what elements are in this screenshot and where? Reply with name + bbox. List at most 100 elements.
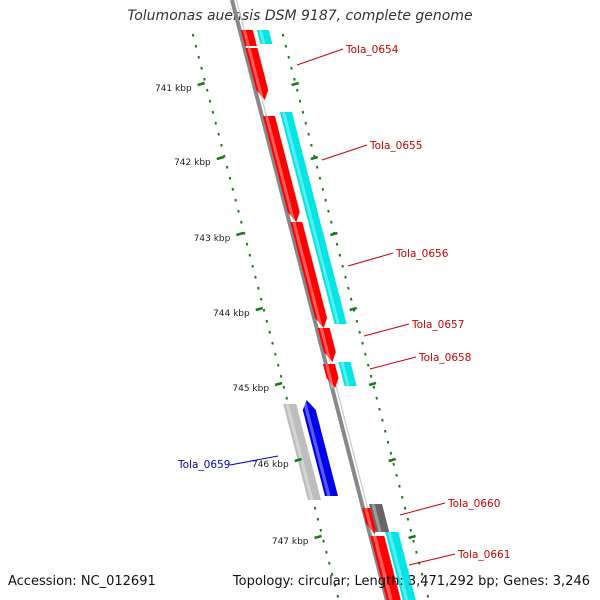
ruler-dot-outer — [310, 143, 313, 147]
ruler-dot-outer — [324, 198, 327, 202]
highlight-block-shine — [282, 111, 312, 217]
ruler-dot-inner — [214, 121, 218, 125]
highlight-block-shine — [258, 29, 266, 45]
tick-label: 744 kbp — [213, 309, 250, 319]
ruler-dot-inner — [242, 231, 246, 235]
highlight-block-shine — [387, 531, 409, 600]
cds-block-shine — [364, 507, 374, 535]
tick-label: 745 kbp — [232, 384, 269, 394]
backbone-line — [230, 0, 389, 600]
ruler-dot-outer — [420, 572, 424, 576]
highlight-block — [338, 362, 357, 386]
ruler-dot-inner — [254, 275, 257, 279]
ruler-dot-inner — [313, 506, 317, 510]
highlight-block — [279, 112, 319, 216]
ruler-dot-outer — [389, 451, 393, 455]
gene-label: Tola_0660 — [447, 498, 500, 510]
ruler-dot-outer — [330, 220, 333, 224]
reverse-cds-block-shine — [302, 399, 331, 497]
highlight-block-shine — [308, 215, 340, 325]
label-leader — [347, 252, 394, 267]
ruler-dot-inner — [237, 209, 240, 213]
highlight-block-shine — [340, 361, 350, 387]
ruler-dot-outer — [335, 242, 339, 246]
ruler-dot-inner — [228, 176, 232, 180]
cds-block — [290, 222, 328, 328]
gene-labels: Tola_0654 Tola_0655 Tola_0656 Tola_0657 Tola… — [177, 44, 510, 561]
tick-mark — [216, 155, 225, 161]
tick-mark — [294, 457, 303, 463]
ruler-dot-inner — [271, 341, 274, 345]
label-leader — [363, 323, 410, 337]
ruler-dot-outer — [386, 440, 390, 444]
ruler-dot-outer — [372, 385, 376, 389]
ruler-dot-inner — [274, 352, 277, 356]
ruler-dot-outer — [287, 55, 291, 59]
ruler-dot-outer — [295, 88, 299, 92]
ruler-dot-inner — [220, 143, 223, 147]
ruler-dot-outer — [400, 495, 404, 499]
ruler-dot-outer — [406, 517, 410, 521]
ruler-dot-inner — [328, 561, 331, 565]
ruler-dot-inner — [322, 539, 325, 543]
ruler-dot-outer — [321, 187, 325, 191]
ruler-dot-outer — [375, 396, 378, 400]
cds-block-shine — [325, 363, 335, 389]
gene-block-shine — [371, 503, 382, 533]
tick-label: 742 kbp — [174, 158, 211, 168]
reverse-highlight-block — [283, 404, 321, 500]
ruler-dot-outer — [327, 209, 330, 213]
tick-mark-outer — [310, 155, 319, 161]
gene-label: Tola_0655 — [369, 140, 422, 152]
gene-label: Tola_0658 — [418, 352, 471, 364]
tick-label: 746 kbp — [252, 460, 289, 470]
ruler-dot-outer — [403, 506, 407, 510]
label-leader — [321, 144, 368, 161]
ruler-dot-outer — [358, 330, 361, 334]
map-title: Tolumonas auensis DSM 9187, complete gen… — [127, 8, 473, 24]
ruler-dot-inner — [205, 88, 209, 92]
tick-mark-outer — [368, 381, 377, 387]
tick-mark-outer — [349, 306, 358, 312]
ruler-dot-outer — [366, 363, 370, 367]
tick-mark-outer — [330, 231, 338, 237]
gene-label: Tola_0657 — [411, 319, 464, 331]
reverse-cds-block — [302, 400, 338, 496]
ruler-dot-outer — [307, 132, 310, 136]
ruler-dot-outer — [284, 44, 288, 48]
ruler-dot-outer — [381, 418, 384, 422]
label-leader — [229, 455, 279, 466]
label-leaders — [229, 48, 456, 566]
ruler-dot-inner — [265, 319, 269, 323]
ruler-dot-outer — [293, 77, 296, 81]
ruler-dot-inner — [248, 253, 252, 257]
cds-block — [262, 116, 300, 222]
tick-mark — [314, 534, 322, 540]
ruler-dot-outer — [426, 594, 430, 598]
cds-block-shine — [319, 327, 332, 363]
cds-block-shine — [242, 29, 250, 47]
cds-block — [322, 364, 339, 388]
ruler-dot-inner — [257, 286, 260, 290]
cds-block — [317, 328, 336, 362]
ruler-dot-outer — [347, 286, 350, 290]
ruler-dot-inner — [240, 220, 243, 224]
ruler-dot-inner — [203, 77, 206, 81]
ruler-dot-outer — [364, 352, 367, 356]
ruler-dot-inner — [279, 374, 283, 378]
label-leader — [408, 553, 456, 566]
ruler-dot-outer — [355, 319, 359, 323]
ruler-dot-inner — [217, 132, 220, 136]
ruler-dot-outer — [315, 165, 319, 169]
ruler-dot-inner — [285, 396, 288, 400]
tick-mark — [236, 231, 244, 237]
tick-label: 747 kbp — [272, 537, 309, 547]
ruler-dot-inner — [197, 55, 201, 59]
ruler-dot-inner — [194, 44, 198, 48]
highlight-block — [256, 30, 273, 44]
ruler-dot-outer — [341, 264, 344, 268]
cds-block-shine — [247, 47, 264, 101]
ruler-dot-inner — [262, 308, 266, 312]
tick-label: 743 kbp — [194, 234, 231, 244]
